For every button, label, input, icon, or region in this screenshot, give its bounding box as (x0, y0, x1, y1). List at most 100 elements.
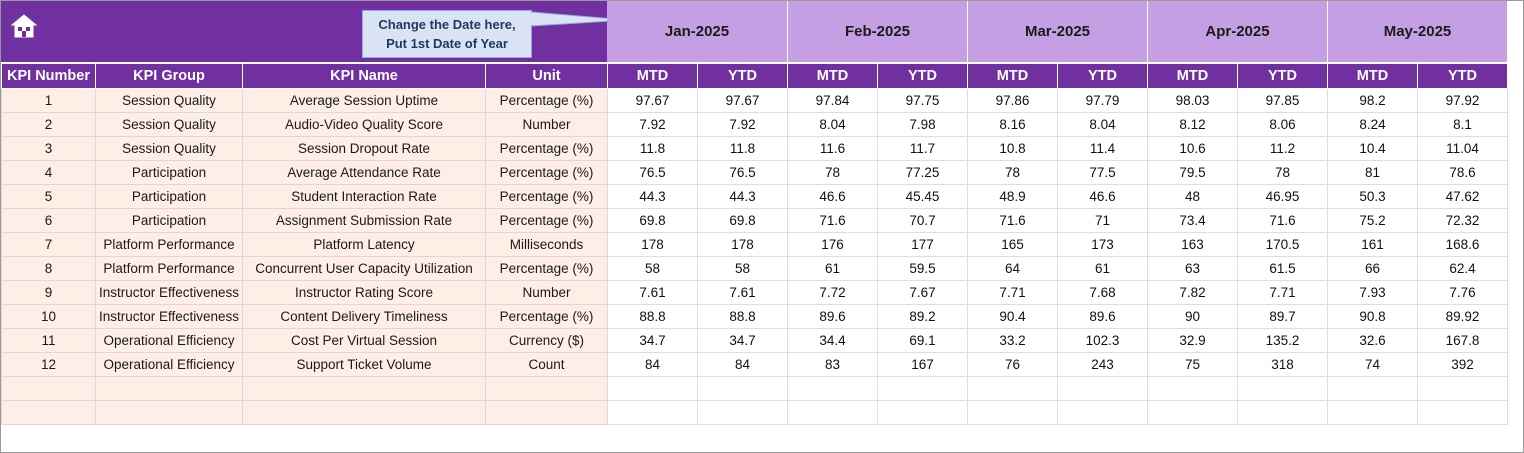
mtd-value-cell[interactable]: 83 (787, 352, 878, 377)
mtd-value-cell[interactable]: 71.6 (787, 208, 878, 233)
empty-cell[interactable] (1237, 400, 1328, 425)
empty-cell[interactable] (1327, 400, 1418, 425)
empty-cell[interactable] (95, 400, 243, 425)
mtd-value-cell[interactable]: 73.4 (1147, 208, 1238, 233)
col-kpi-name[interactable]: KPI Name (242, 63, 486, 89)
ytd-value-cell[interactable]: 8.06 (1237, 112, 1328, 137)
empty-cell[interactable] (967, 376, 1058, 401)
mtd-value-cell[interactable]: 76.5 (607, 160, 698, 185)
mtd-value-cell[interactable]: 71.6 (967, 208, 1058, 233)
ytd-value-cell[interactable]: 46.6 (1057, 184, 1148, 209)
mtd-value-cell[interactable]: 32.9 (1147, 328, 1238, 353)
ytd-value-cell[interactable]: 71 (1057, 208, 1148, 233)
month-header-4[interactable]: Apr-2025 (1148, 1, 1328, 62)
mtd-value-cell[interactable]: 48.9 (967, 184, 1058, 209)
empty-cell[interactable] (242, 400, 486, 425)
ytd-value-cell[interactable]: 135.2 (1237, 328, 1328, 353)
unit-cell[interactable]: Percentage (%) (485, 256, 608, 281)
ytd-value-cell[interactable]: 58 (697, 256, 788, 281)
mtd-value-cell[interactable]: 97.86 (967, 88, 1058, 113)
mtd-value-cell[interactable]: 64 (967, 256, 1058, 281)
empty-cell[interactable] (1147, 400, 1238, 425)
mtd-value-cell[interactable]: 97.67 (607, 88, 698, 113)
mtd-value-cell[interactable]: 7.93 (1327, 280, 1418, 305)
mtd-value-cell[interactable]: 90.8 (1327, 304, 1418, 329)
ytd-value-cell[interactable]: 11.2 (1237, 136, 1328, 161)
mtd-value-cell[interactable]: 34.7 (607, 328, 698, 353)
mtd-value-cell[interactable]: 7.61 (607, 280, 698, 305)
mtd-value-cell[interactable]: 88.8 (607, 304, 698, 329)
mtd-value-cell[interactable]: 44.3 (607, 184, 698, 209)
col-mtd[interactable]: MTD (1327, 63, 1418, 89)
kpi-number-cell[interactable]: 8 (1, 256, 96, 281)
mtd-value-cell[interactable]: 11.8 (607, 136, 698, 161)
empty-cell[interactable] (1237, 376, 1328, 401)
ytd-value-cell[interactable]: 62.4 (1417, 256, 1508, 281)
kpi-number-cell[interactable]: 3 (1, 136, 96, 161)
mtd-value-cell[interactable]: 33.2 (967, 328, 1058, 353)
ytd-value-cell[interactable]: 71.6 (1237, 208, 1328, 233)
mtd-value-cell[interactable]: 10.4 (1327, 136, 1418, 161)
mtd-value-cell[interactable]: 32.6 (1327, 328, 1418, 353)
mtd-value-cell[interactable]: 90.4 (967, 304, 1058, 329)
mtd-value-cell[interactable]: 8.24 (1327, 112, 1418, 137)
empty-cell[interactable] (1417, 376, 1508, 401)
ytd-value-cell[interactable]: 97.75 (877, 88, 968, 113)
empty-cell[interactable] (607, 400, 698, 425)
ytd-value-cell[interactable]: 7.68 (1057, 280, 1148, 305)
mtd-value-cell[interactable]: 78 (787, 160, 878, 185)
empty-cell[interactable] (607, 376, 698, 401)
kpi-name-cell[interactable]: Audio-Video Quality Score (242, 112, 486, 137)
ytd-value-cell[interactable]: 89.2 (877, 304, 968, 329)
mtd-value-cell[interactable]: 79.5 (1147, 160, 1238, 185)
ytd-value-cell[interactable]: 34.7 (697, 328, 788, 353)
kpi-number-cell[interactable]: 2 (1, 112, 96, 137)
mtd-value-cell[interactable]: 7.82 (1147, 280, 1238, 305)
ytd-value-cell[interactable]: 47.62 (1417, 184, 1508, 209)
empty-cell[interactable] (1057, 400, 1148, 425)
empty-cell[interactable] (877, 400, 968, 425)
kpi-group-cell[interactable]: Session Quality (95, 136, 243, 161)
kpi-name-cell[interactable]: Assignment Submission Rate (242, 208, 486, 233)
mtd-value-cell[interactable]: 34.4 (787, 328, 878, 353)
kpi-name-cell[interactable]: Average Attendance Rate (242, 160, 486, 185)
mtd-value-cell[interactable]: 178 (607, 232, 698, 257)
ytd-value-cell[interactable]: 77.25 (877, 160, 968, 185)
mtd-value-cell[interactable]: 8.04 (787, 112, 878, 137)
mtd-value-cell[interactable]: 76 (967, 352, 1058, 377)
kpi-number-cell[interactable]: 7 (1, 232, 96, 257)
month-header-1[interactable]: Jan-2025 (607, 1, 788, 62)
ytd-value-cell[interactable]: 318 (1237, 352, 1328, 377)
mtd-value-cell[interactable]: 75 (1147, 352, 1238, 377)
ytd-value-cell[interactable]: 243 (1057, 352, 1148, 377)
col-ytd[interactable]: YTD (1057, 63, 1148, 89)
kpi-name-cell[interactable]: Support Ticket Volume (242, 352, 486, 377)
empty-cell[interactable] (95, 376, 243, 401)
kpi-group-cell[interactable]: Operational Efficiency (95, 352, 243, 377)
mtd-value-cell[interactable]: 61 (787, 256, 878, 281)
mtd-value-cell[interactable]: 11.6 (787, 136, 878, 161)
kpi-name-cell[interactable]: Cost Per Virtual Session (242, 328, 486, 353)
col-ytd[interactable]: YTD (1237, 63, 1328, 89)
kpi-name-cell[interactable]: Instructor Rating Score (242, 280, 486, 305)
empty-cell[interactable] (1417, 400, 1508, 425)
empty-cell[interactable] (877, 376, 968, 401)
ytd-value-cell[interactable]: 89.92 (1417, 304, 1508, 329)
ytd-value-cell[interactable]: 78 (1237, 160, 1328, 185)
ytd-value-cell[interactable]: 88.8 (697, 304, 788, 329)
ytd-value-cell[interactable]: 97.85 (1237, 88, 1328, 113)
kpi-group-cell[interactable]: Participation (95, 208, 243, 233)
unit-cell[interactable]: Number (485, 280, 608, 305)
col-mtd[interactable]: MTD (967, 63, 1058, 89)
kpi-number-cell[interactable]: 6 (1, 208, 96, 233)
mtd-value-cell[interactable]: 89.6 (787, 304, 878, 329)
mtd-value-cell[interactable]: 84 (607, 352, 698, 377)
ytd-value-cell[interactable]: 8.1 (1417, 112, 1508, 137)
ytd-value-cell[interactable]: 44.3 (697, 184, 788, 209)
empty-cell[interactable] (787, 400, 878, 425)
ytd-value-cell[interactable]: 168.6 (1417, 232, 1508, 257)
ytd-value-cell[interactable]: 69.8 (697, 208, 788, 233)
ytd-value-cell[interactable]: 61 (1057, 256, 1148, 281)
empty-cell[interactable] (1, 376, 96, 401)
unit-cell[interactable]: Percentage (%) (485, 184, 608, 209)
